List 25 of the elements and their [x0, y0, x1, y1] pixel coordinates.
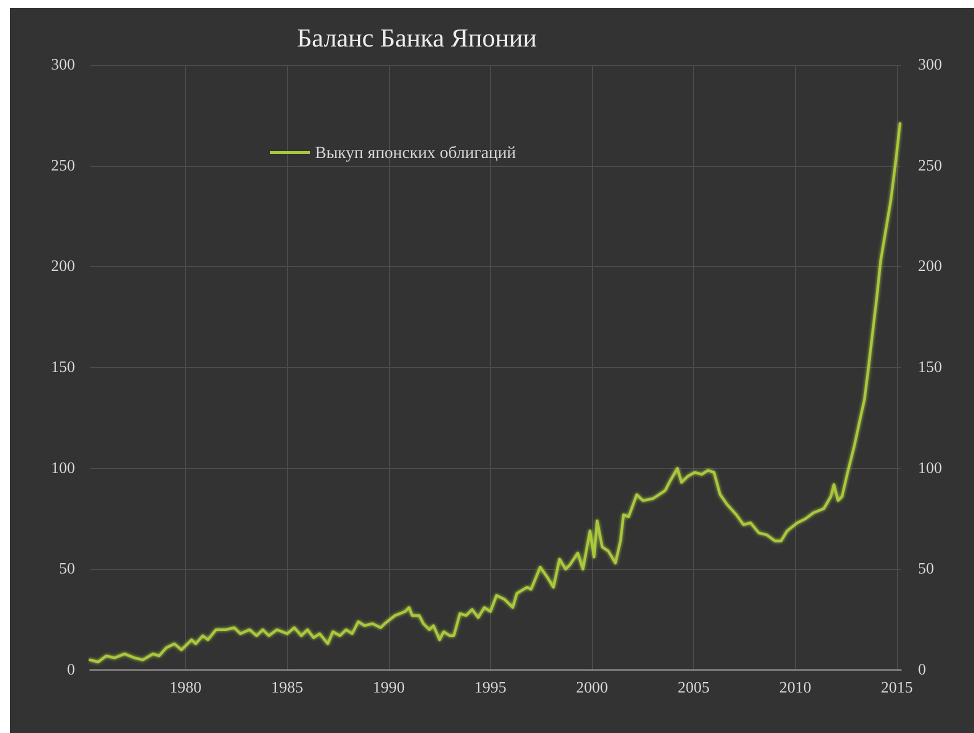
y-tick-label: 200 [51, 258, 75, 276]
x-tick-label: 1990 [372, 680, 405, 696]
line-series [88, 122, 902, 664]
x-tick-label: 1995 [474, 680, 506, 696]
y-tick-label: 0 [67, 662, 75, 678]
x-tick-label: 1985 [271, 680, 304, 696]
y-tick-label: 300 [51, 56, 75, 74]
y2-tick-label: 200 [918, 258, 942, 276]
legend-label: Выкуп японских облигаций [315, 143, 516, 162]
x-tick-label: 2010 [779, 680, 812, 696]
y2-tick-label: 250 [918, 157, 942, 174]
chart-title: Баланс Банка Японии [297, 24, 537, 52]
y2-tick-label: 50 [918, 560, 934, 578]
y2-tick-label: 100 [918, 460, 942, 477]
x-tick-label: 2015 [880, 680, 913, 696]
y-tick-label: 100 [51, 460, 75, 477]
x-tick-label: 2005 [678, 680, 710, 696]
y-tick-label: 150 [51, 359, 75, 376]
x-tick-label: 2000 [576, 680, 608, 696]
y2-tick-label: 300 [918, 56, 942, 74]
y2-tick-label: 0 [918, 662, 926, 678]
y-tick-label: 50 [59, 560, 75, 578]
y2-tick-label: 150 [918, 359, 942, 376]
y-tick-label: 250 [51, 157, 75, 174]
x-tick-label: 1980 [170, 680, 202, 696]
